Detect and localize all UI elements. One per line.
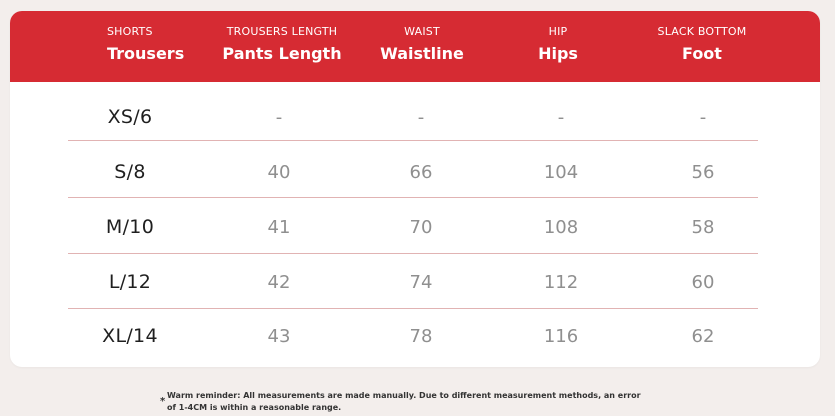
foot-value: 60 [691, 272, 715, 293]
row-divider [68, 253, 758, 254]
table-row: S/8 40 66 104 56 [68, 145, 758, 200]
header-main: Hips [538, 44, 578, 63]
pants-length-value: 41 [267, 217, 291, 238]
header-main: Trousers [107, 44, 185, 63]
size-label: M/10 [105, 216, 155, 238]
hips-value: 104 [543, 162, 579, 183]
hips-value: - [557, 107, 565, 128]
header-main: Pants Length [222, 44, 342, 63]
pants-length-value: 43 [267, 326, 291, 347]
size-label: XL/14 [102, 325, 158, 347]
size-label: S/8 [114, 161, 146, 183]
header-sub: SLACK BOTTOM [657, 25, 747, 38]
row-divider [68, 308, 758, 309]
warm-reminder-note: * Warm reminder: All measurements are ma… [160, 390, 687, 414]
size-label: XS/6 [107, 106, 153, 128]
foot-value: 62 [691, 326, 715, 347]
table-row: M/10 41 70 108 58 [68, 200, 758, 255]
waistline-value: 78 [409, 326, 433, 347]
header-main: Waistline [380, 44, 464, 63]
size-label: L/12 [108, 271, 152, 293]
header-sub: SHORTS [107, 25, 153, 38]
asterisk-icon: * [160, 396, 166, 407]
row-divider [68, 140, 758, 141]
waistline-value: - [417, 107, 425, 128]
table-row: XS/6 - - - - [68, 90, 758, 145]
table-row: XL/14 43 78 116 62 [68, 309, 758, 364]
waistline-value: 74 [409, 272, 433, 293]
header-sub: HIP [548, 25, 568, 38]
note-line-2: of 1-4CM is within a reasonable range. [167, 403, 342, 412]
header-sub: WAIST [404, 25, 440, 38]
pants-length-value: - [275, 107, 283, 128]
foot-value: - [699, 107, 707, 128]
table-header: SHORTS Trousers TROUSERS LENGTH Pants Le… [10, 11, 820, 82]
waistline-value: 70 [409, 217, 433, 238]
foot-value: 58 [691, 217, 715, 238]
hips-value: 112 [543, 272, 579, 293]
hips-value: 108 [543, 217, 579, 238]
header-sub: TROUSERS LENGTH [226, 25, 338, 38]
pants-length-value: 40 [267, 162, 291, 183]
table-row: L/12 42 74 112 60 [68, 255, 758, 310]
foot-value: 56 [691, 162, 715, 183]
size-chart-card: SHORTS Trousers TROUSERS LENGTH Pants Le… [10, 11, 820, 367]
pants-length-value: 42 [267, 272, 291, 293]
waistline-value: 66 [409, 162, 433, 183]
row-divider [68, 197, 758, 198]
hips-value: 116 [543, 326, 579, 347]
header-main: Foot [682, 44, 722, 63]
note-line-1: Warm reminder: All measurements are made… [167, 391, 641, 400]
